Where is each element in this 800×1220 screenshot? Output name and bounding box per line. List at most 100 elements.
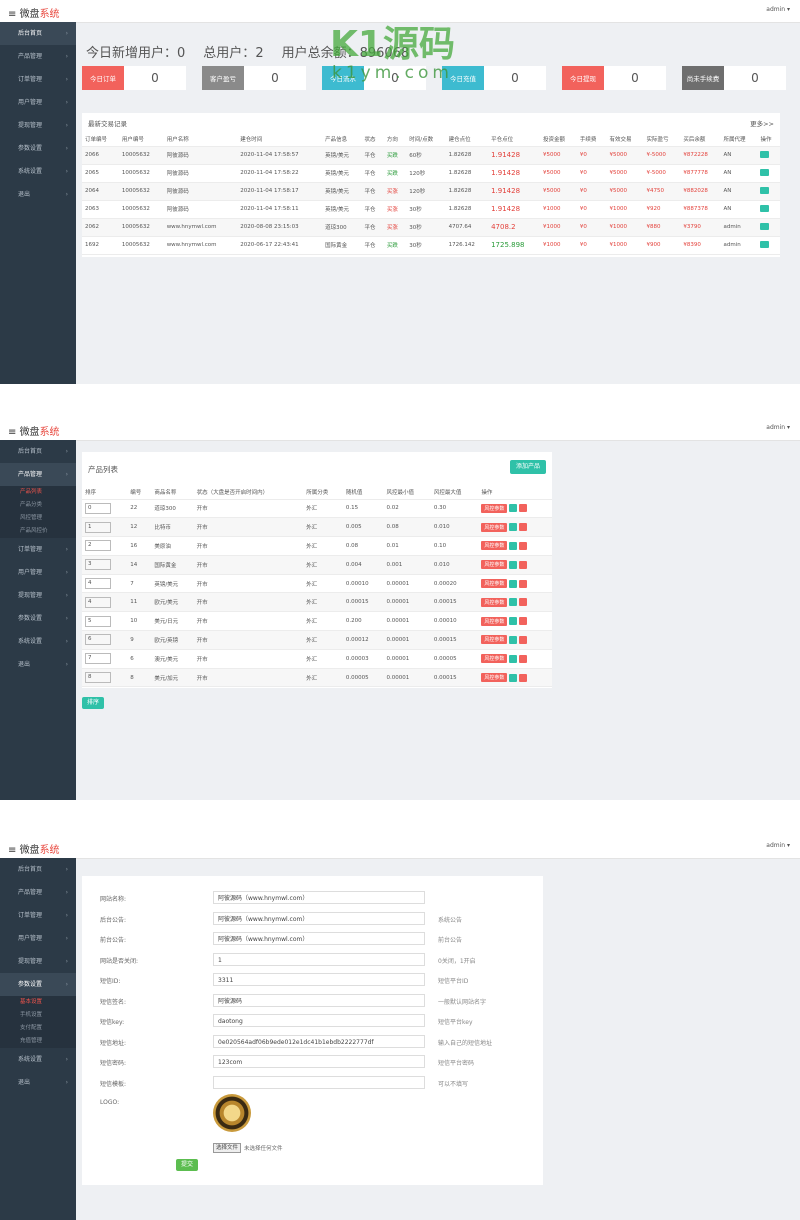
- delete-button[interactable]: [519, 673, 528, 682]
- field-input[interactable]: 阿彼源码: [213, 993, 425, 1007]
- menu-item[interactable]: 订单管理: [0, 538, 76, 561]
- delete-button[interactable]: [519, 504, 528, 513]
- field-input[interactable]: 1: [213, 952, 425, 966]
- sort-input[interactable]: 2: [85, 540, 111, 552]
- submenu-item[interactable]: 充值管理: [0, 1035, 76, 1048]
- submenu-item[interactable]: 风控管理: [0, 512, 76, 525]
- user-menu[interactable]: admin ▾: [766, 842, 790, 849]
- sort-input[interactable]: 4: [85, 578, 111, 590]
- view-button[interactable]: [760, 168, 770, 176]
- menu-item[interactable]: 产品管理: [0, 881, 76, 904]
- cell: 10005632: [118, 164, 164, 183]
- submenu-item[interactable]: 产品分类: [0, 499, 76, 512]
- sort-input[interactable]: 5: [85, 615, 111, 627]
- menu-item[interactable]: 退出: [0, 183, 76, 206]
- menu-item[interactable]: 后台首页: [0, 858, 76, 881]
- edit-button[interactable]: [509, 541, 518, 550]
- field-input[interactable]: 0e020564adf06b9ede012e1dc41b1ebdb2222777…: [213, 1034, 425, 1048]
- submenu-item[interactable]: 支付配置: [0, 1022, 76, 1035]
- view-button[interactable]: [760, 150, 770, 158]
- submenu-item[interactable]: 基本设置: [0, 996, 76, 1009]
- menu-item[interactable]: 系统设置: [0, 1048, 76, 1071]
- menu-item[interactable]: 产品管理: [0, 45, 76, 68]
- cell: 0.00001: [383, 630, 431, 650]
- risk-button[interactable]: 风控参数: [481, 654, 508, 664]
- delete-button[interactable]: [519, 635, 528, 644]
- trades-more[interactable]: 更多>>: [750, 120, 774, 128]
- edit-button[interactable]: [509, 654, 518, 663]
- menu-item[interactable]: 提现管理: [0, 584, 76, 607]
- delete-button[interactable]: [519, 617, 528, 626]
- submit-button[interactable]: 提交: [176, 1159, 198, 1171]
- risk-button[interactable]: 风控参数: [481, 522, 508, 532]
- delete-button[interactable]: [519, 523, 528, 532]
- sort-input[interactable]: 7: [85, 653, 111, 665]
- delete-button[interactable]: [519, 598, 528, 607]
- risk-button[interactable]: 风控参数: [481, 541, 508, 551]
- edit-button[interactable]: [509, 560, 518, 569]
- sort-input[interactable]: 6: [85, 634, 111, 646]
- field-input[interactable]: [213, 1075, 425, 1089]
- edit-button[interactable]: [509, 673, 518, 682]
- menu-item[interactable]: 提现管理: [0, 950, 76, 973]
- user-menu[interactable]: admin ▾: [766, 424, 790, 431]
- risk-button[interactable]: 风控参数: [481, 616, 508, 626]
- risk-button[interactable]: 风控参数: [481, 579, 508, 589]
- edit-button[interactable]: [509, 523, 518, 532]
- sort-input[interactable]: 8: [85, 672, 111, 684]
- menu-item[interactable]: 参数设置: [0, 137, 76, 160]
- menu-item[interactable]: 订单管理: [0, 68, 76, 91]
- view-button[interactable]: [760, 240, 770, 248]
- sort-input[interactable]: 0: [85, 502, 111, 514]
- sort-button[interactable]: 排序: [82, 697, 104, 709]
- edit-button[interactable]: [509, 635, 518, 644]
- delete-button[interactable]: [519, 541, 528, 550]
- field-input[interactable]: 阿彼源码（www.hnymwl.com）: [213, 891, 425, 904]
- cell: ¥5000: [606, 182, 644, 201]
- delete-button[interactable]: [519, 654, 528, 663]
- sort-input[interactable]: 1: [85, 521, 111, 533]
- file-button[interactable]: 选择文件: [213, 1143, 241, 1153]
- field-input[interactable]: 3311: [213, 973, 425, 986]
- edit-button[interactable]: [509, 579, 518, 588]
- risk-button[interactable]: 风控参数: [481, 503, 508, 513]
- menu-item[interactable]: 提现管理: [0, 114, 76, 137]
- submenu-item[interactable]: 产品风控价: [0, 525, 76, 538]
- view-button[interactable]: [760, 186, 770, 194]
- submenu-item[interactable]: 产品列表: [0, 486, 76, 499]
- edit-button[interactable]: [509, 504, 518, 513]
- menu-item[interactable]: 退出: [0, 1071, 76, 1094]
- menu-item[interactable]: 用户管理: [0, 927, 76, 950]
- risk-button[interactable]: 风控参数: [481, 673, 508, 683]
- field-input[interactable]: daotong: [213, 1014, 425, 1027]
- menu-item[interactable]: 系统设置: [0, 160, 76, 183]
- menu-item[interactable]: 参数设置: [0, 973, 76, 996]
- menu-item[interactable]: 参数设置: [0, 607, 76, 630]
- field-input[interactable]: 123com: [213, 1055, 425, 1068]
- menu-item[interactable]: 后台首页: [0, 22, 76, 45]
- add-product[interactable]: 添加产品: [510, 460, 546, 474]
- user-menu[interactable]: admin ▾: [766, 6, 790, 13]
- delete-button[interactable]: [519, 579, 528, 588]
- menu-item[interactable]: 后台首页: [0, 440, 76, 463]
- menu-item[interactable]: 产品管理: [0, 463, 76, 486]
- menu-item[interactable]: 订单管理: [0, 904, 76, 927]
- edit-button[interactable]: [509, 598, 518, 607]
- risk-button[interactable]: 风控参数: [481, 635, 508, 645]
- submenu-item[interactable]: 手机设置: [0, 1009, 76, 1022]
- field-input[interactable]: 阿彼源码（www.hnymwl.com）: [213, 911, 425, 925]
- delete-button[interactable]: [519, 560, 528, 569]
- risk-button[interactable]: 风控参数: [481, 597, 508, 607]
- menu-item[interactable]: 用户管理: [0, 561, 76, 584]
- sort-input[interactable]: 4: [85, 596, 111, 608]
- menu-item[interactable]: 用户管理: [0, 91, 76, 114]
- view-button[interactable]: [760, 222, 770, 230]
- field-input[interactable]: 阿彼源码（www.hnymwl.com）: [213, 932, 425, 945]
- view-button[interactable]: [760, 204, 770, 212]
- sort-input[interactable]: 3: [85, 559, 111, 571]
- cell: 1.91428: [488, 200, 540, 219]
- menu-item[interactable]: 系统设置: [0, 630, 76, 653]
- risk-button[interactable]: 风控参数: [481, 560, 508, 570]
- edit-button[interactable]: [509, 617, 518, 626]
- menu-item[interactable]: 退出: [0, 653, 76, 676]
